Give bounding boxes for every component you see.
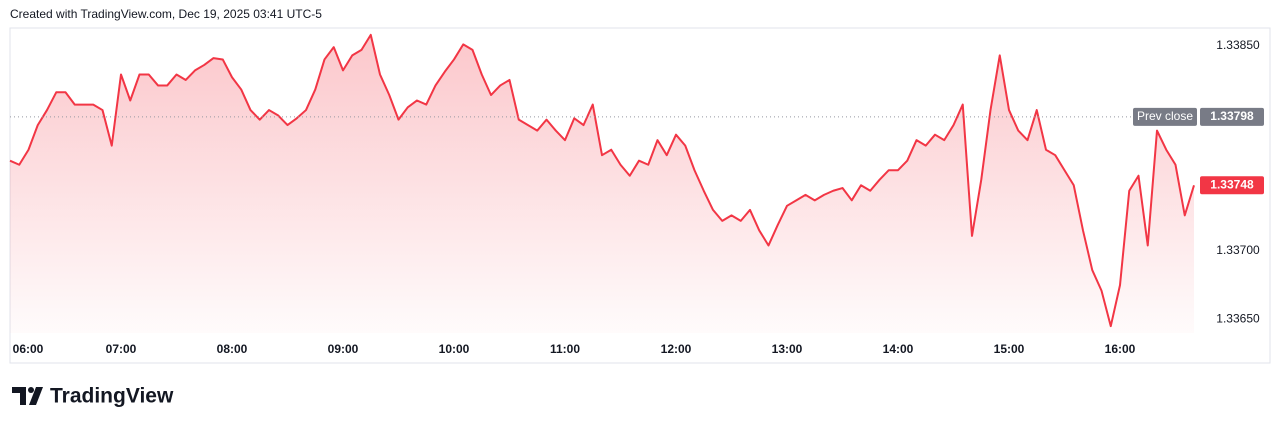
x-tick-label: 12:00: [661, 342, 692, 356]
x-tick-label: 11:00: [550, 342, 580, 356]
prev-close-label: 1.33798: [1210, 109, 1254, 123]
y-tick-label: 1.33850: [1216, 38, 1260, 52]
price-line: [9, 33, 1195, 328]
area: [10, 34, 1194, 334]
prev-close-box: [1200, 107, 1264, 126]
x-tick-label: 16:00: [1105, 342, 1136, 356]
x-tick-label: 09:00: [328, 342, 359, 356]
prev-close-tag: [1133, 107, 1197, 126]
x-tick-label: 07:00: [106, 342, 137, 356]
x-tick-label: 14:00: [883, 342, 914, 356]
caption: Created with TradingView.com, Dec 19, 20…: [10, 7, 322, 21]
last-price-box: [1200, 176, 1264, 195]
y-tick-label: 1.33650: [1216, 311, 1260, 325]
last-price-label: 1.33748: [1210, 177, 1254, 191]
y-tick-label: 1.33700: [1216, 243, 1260, 257]
x-tick-label: 08:00: [217, 342, 248, 356]
x-tick-label: 10:00: [439, 342, 470, 356]
x-tick-label: 06:00: [13, 342, 44, 356]
x-tick-label: 13:00: [772, 342, 803, 356]
logo-text: TradingView: [50, 385, 174, 408]
logo: [12, 387, 43, 405]
prev-close-name: Prev close: [1137, 109, 1193, 123]
x-tick-label: 15:00: [994, 342, 1025, 356]
